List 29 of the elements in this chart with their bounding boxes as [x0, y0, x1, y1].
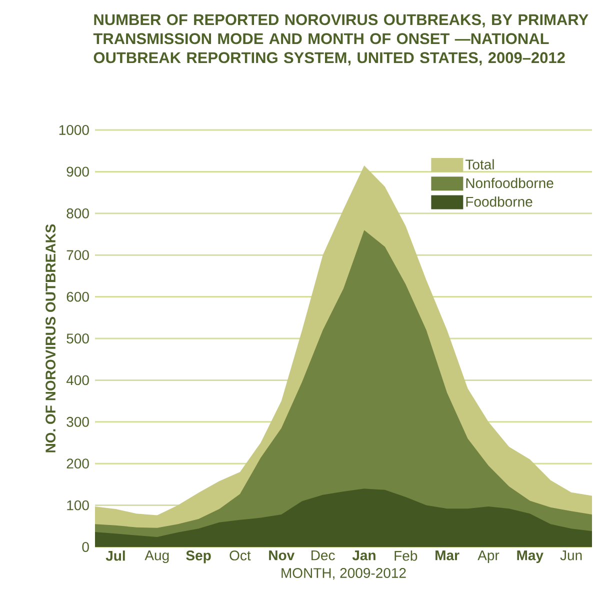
x-tick-label: Jan	[352, 550, 376, 560]
x-tick-label: Feb	[394, 550, 418, 561]
legend-label: Total	[465, 159, 494, 170]
y-tick-label: 1000	[59, 125, 89, 135]
x-tick-label: Sep	[186, 550, 211, 564]
y-tick-label: 900	[66, 166, 89, 177]
x-tick-label: Nov	[269, 550, 295, 560]
y-tick-label: 300	[66, 416, 89, 427]
x-tick-label: Oct	[230, 550, 251, 560]
x-tick-label: Jun	[560, 550, 582, 560]
legend-label: Nonfoodborne	[466, 178, 554, 188]
x-tick-label: Dec	[312, 550, 335, 560]
legend-label: Foodborne	[466, 196, 532, 207]
x-tick-label: May	[517, 550, 544, 564]
y-tick-label: 400	[66, 375, 89, 386]
x-tick-label: Apr	[478, 550, 500, 564]
x-tick-label: Mar	[436, 550, 460, 560]
x-axis-title: MONTH, 2009-2012	[282, 568, 406, 580]
y-tick-label: 700	[66, 250, 89, 260]
y-tick-label: 500	[66, 334, 89, 344]
x-tick-label: Jul	[106, 550, 125, 561]
y-tick-label: 100	[67, 500, 89, 510]
y-tick-label: 200	[66, 458, 89, 469]
x-tick-label: Aug	[144, 550, 169, 564]
y-tick-label: 600	[66, 292, 89, 302]
y-axis-title: NO. OF NOROVIRUS OUTBREAKS	[46, 224, 56, 452]
y-tick-label: 0	[82, 542, 89, 552]
chart-title: NUMBER OF REPORTED NOROVIRUS OUTBREAKS, BY PRIMARY TRANSMISSION MODE AND MONTH OF ONSET —NATIONAL OUTBREAK REPORTING SYSTEM, UNITED STATES, 2009–2012	[93, 14, 588, 66]
y-tick-label: 800	[66, 208, 89, 218]
